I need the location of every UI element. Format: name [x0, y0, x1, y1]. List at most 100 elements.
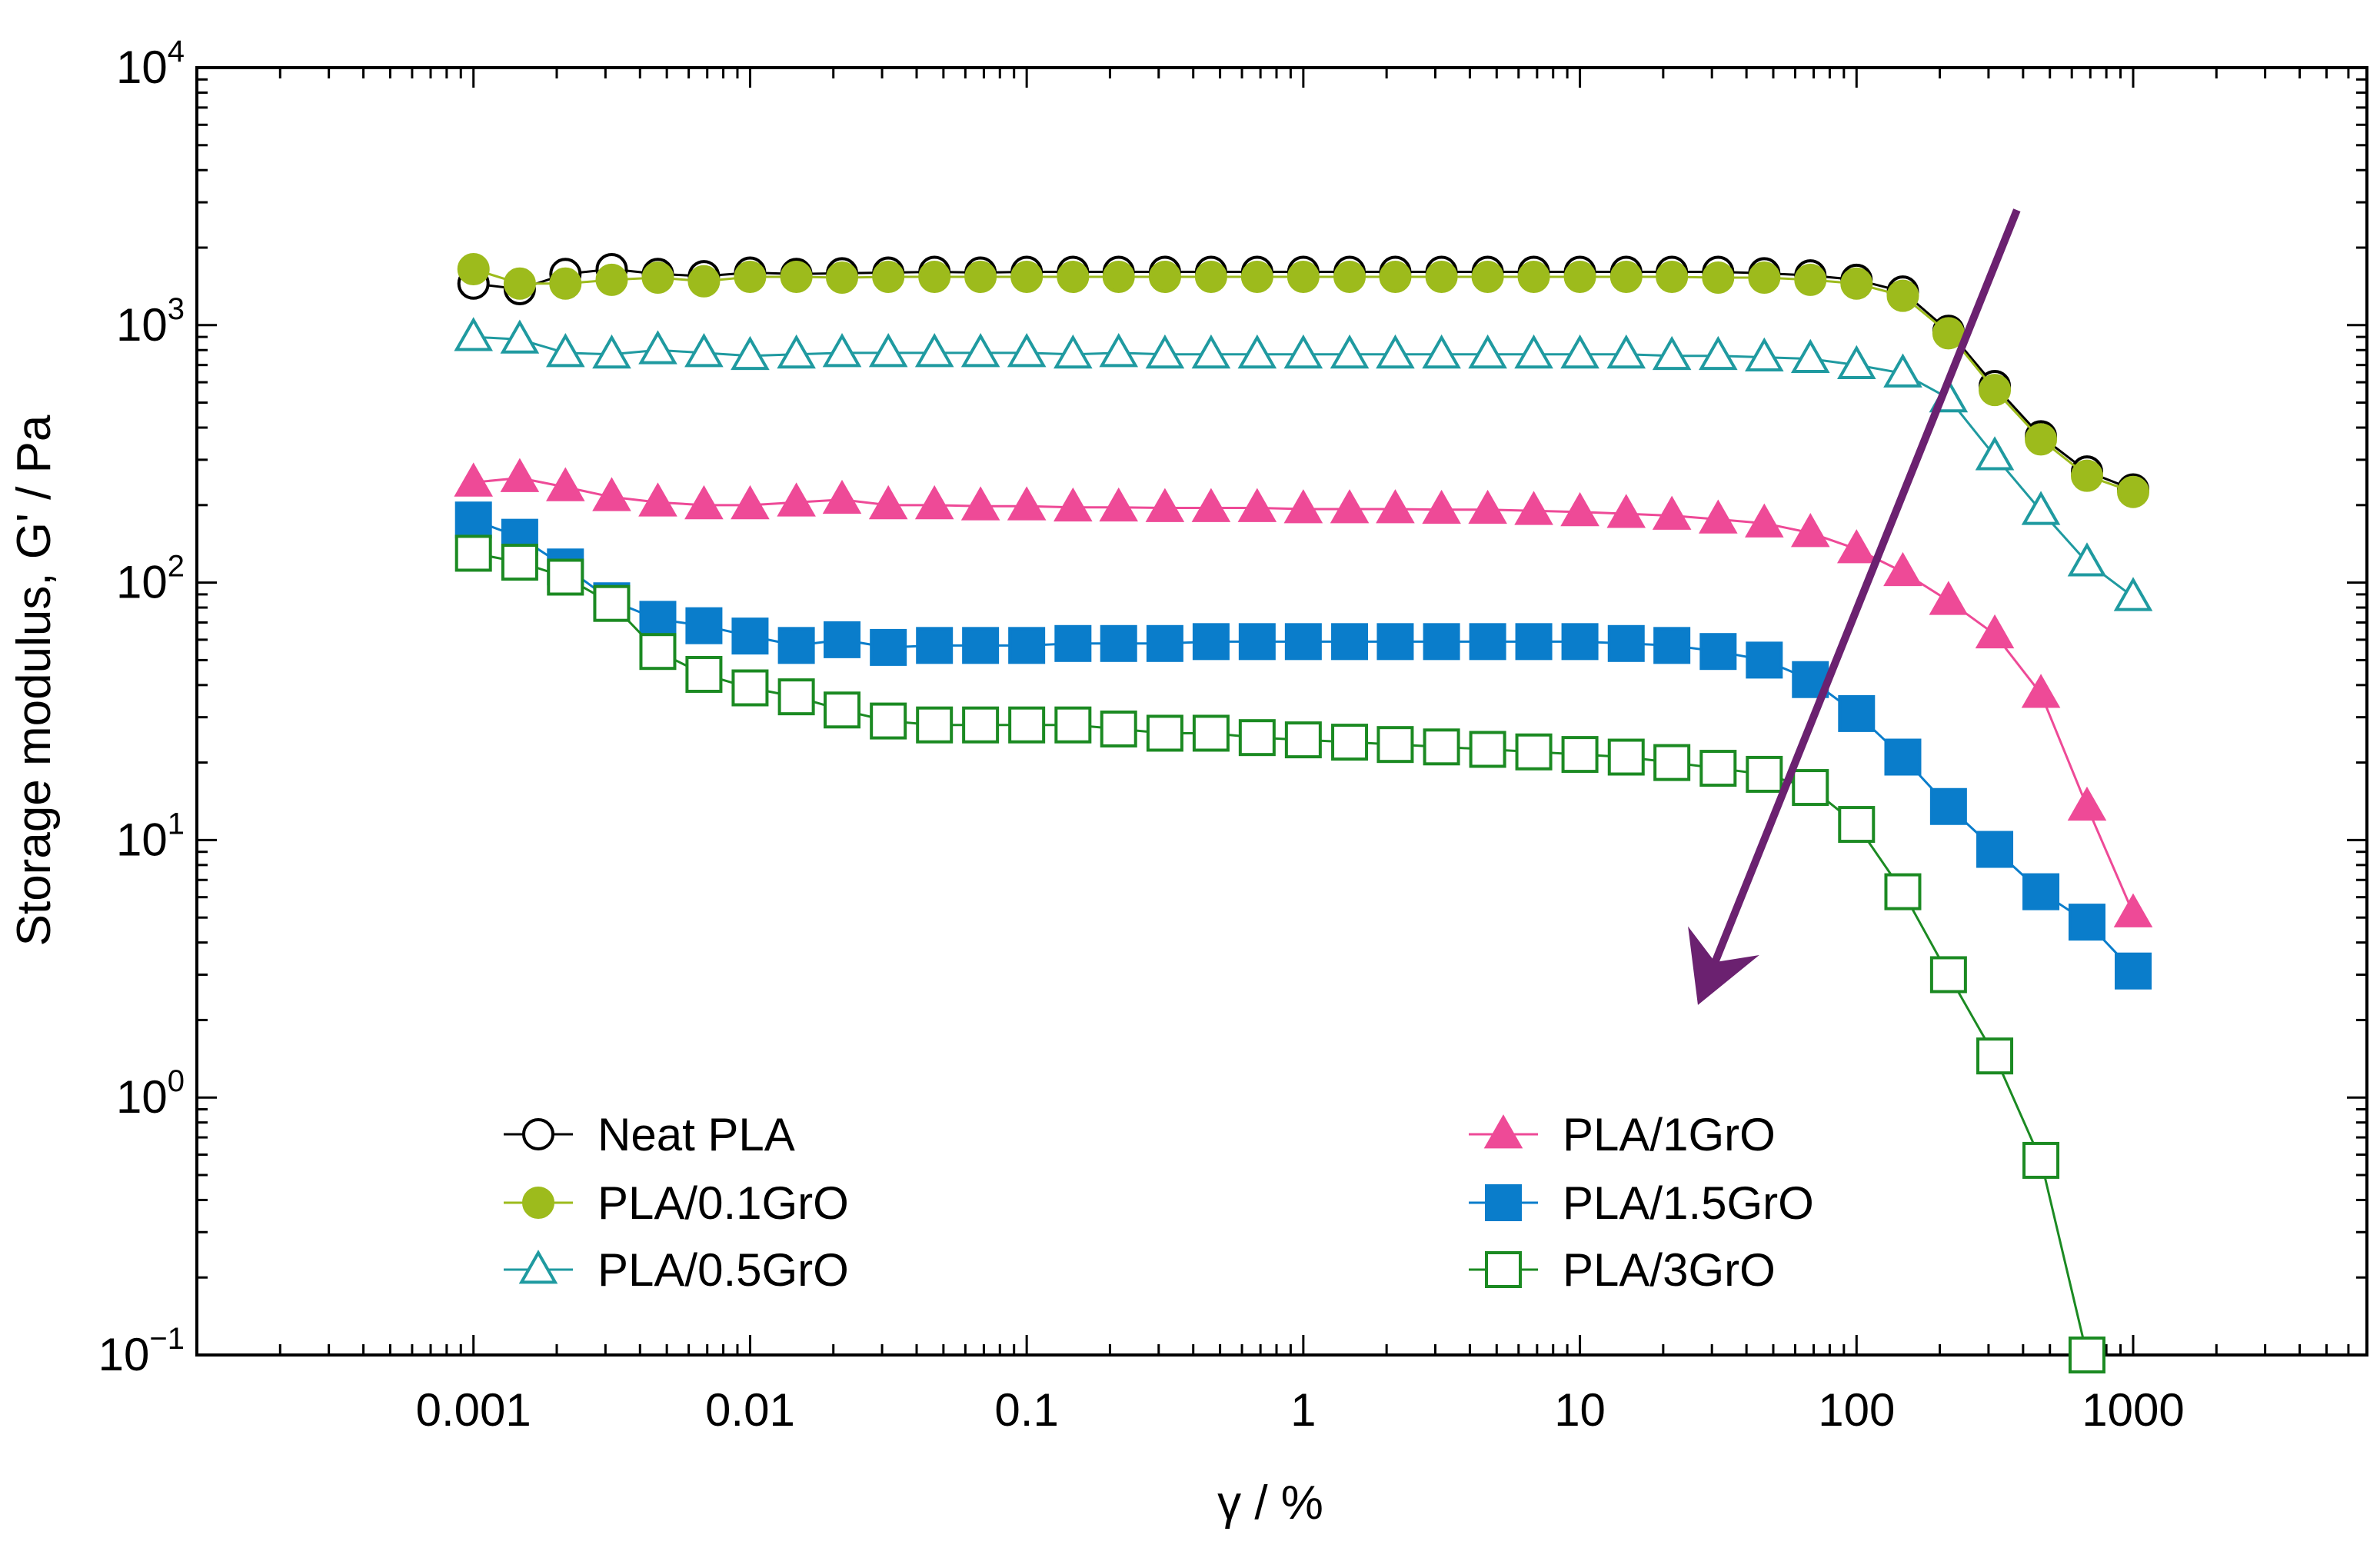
data-point: [1192, 623, 1230, 661]
data-point: [1330, 334, 1370, 369]
series-pla-3gro: [454, 534, 2105, 1373]
legend-marker: [522, 1187, 554, 1219]
data-point: [1883, 551, 1922, 587]
series: [454, 252, 2153, 1373]
series-pla-1gro: [454, 458, 2153, 927]
series-line: [473, 335, 2134, 598]
legend-marker: [1485, 1184, 1522, 1221]
data-point: [500, 458, 540, 492]
data-point: [960, 486, 1000, 521]
data-point: [592, 477, 631, 511]
data-point: [593, 584, 631, 622]
plot-frame: [195, 66, 2368, 1357]
data-point: [1975, 614, 2015, 649]
data-point: [1746, 641, 1783, 679]
data-point: [916, 706, 954, 744]
data-point: [1607, 624, 1645, 662]
data-point: [1469, 731, 1506, 768]
data-point: [457, 252, 490, 285]
data-point: [2113, 893, 2153, 927]
data-point: [549, 267, 582, 300]
data-point: [1884, 738, 1922, 776]
series-line: [473, 268, 2134, 494]
data-point: [1838, 806, 1876, 844]
series-line: [473, 268, 2134, 491]
legend-label: PLA/1.5GrO: [1563, 1177, 1814, 1229]
data-point: [1699, 633, 1737, 671]
series-pla-0-1gro: [457, 252, 2150, 508]
data-point: [641, 261, 674, 294]
data-point: [2021, 491, 2061, 525]
series-pla-0-5gro: [454, 317, 2153, 611]
legend-marker: [518, 1250, 558, 1284]
data-point: [870, 702, 907, 740]
data-point: [1652, 335, 1692, 371]
data-point: [1099, 333, 1139, 368]
data-point: [1607, 738, 1645, 776]
x-tick-label: 100: [1818, 1384, 1895, 1436]
data-point: [1975, 436, 2015, 471]
data-point: [1976, 1037, 2014, 1075]
data-point: [1929, 787, 1967, 825]
y-axis-title: Storage modulus, G' / Pa: [8, 414, 61, 946]
data-point: [2068, 1337, 2105, 1373]
data-point: [1884, 873, 1922, 910]
data-point: [1515, 623, 1553, 661]
data-point: [734, 261, 767, 294]
data-point: [1099, 487, 1139, 522]
data-point: [1237, 488, 1277, 522]
data-point: [1007, 486, 1047, 521]
data-point: [1057, 261, 1090, 294]
data-point: [1192, 714, 1230, 752]
data-point: [916, 627, 954, 664]
data-point: [964, 261, 997, 294]
ticks: 0.001 0.01 0.1 1 10 100 1000 104 103 102 101 100 10−…: [98, 35, 2368, 1436]
data-point: [1054, 334, 1093, 369]
data-point: [731, 669, 769, 707]
data-point: [547, 558, 584, 596]
data-point: [826, 261, 859, 294]
data-point: [1468, 489, 1507, 524]
data-point: [1515, 733, 1553, 771]
data-point: [1794, 263, 1827, 296]
legend-item: Neat PLA: [504, 1109, 795, 1160]
data-point: [1425, 261, 1458, 294]
data-point: [1376, 623, 1414, 661]
axes: [195, 66, 2368, 1357]
data-point: [1054, 706, 1092, 744]
x-tick-label: 0.01: [705, 1384, 795, 1436]
data-point: [1745, 337, 1784, 372]
data-point: [685, 607, 723, 644]
data-point: [780, 261, 813, 294]
data-point: [1008, 706, 1046, 744]
data-point: [1560, 491, 1599, 527]
data-point: [685, 655, 723, 693]
annotations: [1688, 208, 2021, 1005]
data-point: [1560, 334, 1599, 369]
data-point: [454, 317, 494, 351]
legend-label: PLA/0.1GrO: [597, 1177, 849, 1229]
data-point: [1561, 623, 1599, 661]
data-point: [777, 678, 815, 716]
data-point: [1100, 624, 1137, 662]
y-tick-label: 100: [116, 1064, 185, 1123]
data-point: [1836, 345, 1876, 380]
data-point: [870, 628, 907, 666]
data-point: [1102, 261, 1135, 294]
data-point: [731, 484, 770, 520]
data-point: [1514, 334, 1553, 369]
y-tick-label: 104: [116, 35, 185, 93]
data-point: [1423, 623, 1460, 661]
data-point: [822, 479, 862, 514]
data-point: [1929, 581, 1969, 615]
legend-item: PLA/0.1GrO: [504, 1177, 849, 1229]
data-point: [687, 265, 721, 298]
data-point: [1745, 503, 1784, 538]
data-point: [1606, 334, 1646, 369]
data-point: [1840, 267, 1873, 300]
data-point: [2113, 577, 2153, 611]
data-point: [1146, 624, 1183, 662]
data-point: [454, 462, 494, 497]
data-point: [503, 267, 536, 300]
